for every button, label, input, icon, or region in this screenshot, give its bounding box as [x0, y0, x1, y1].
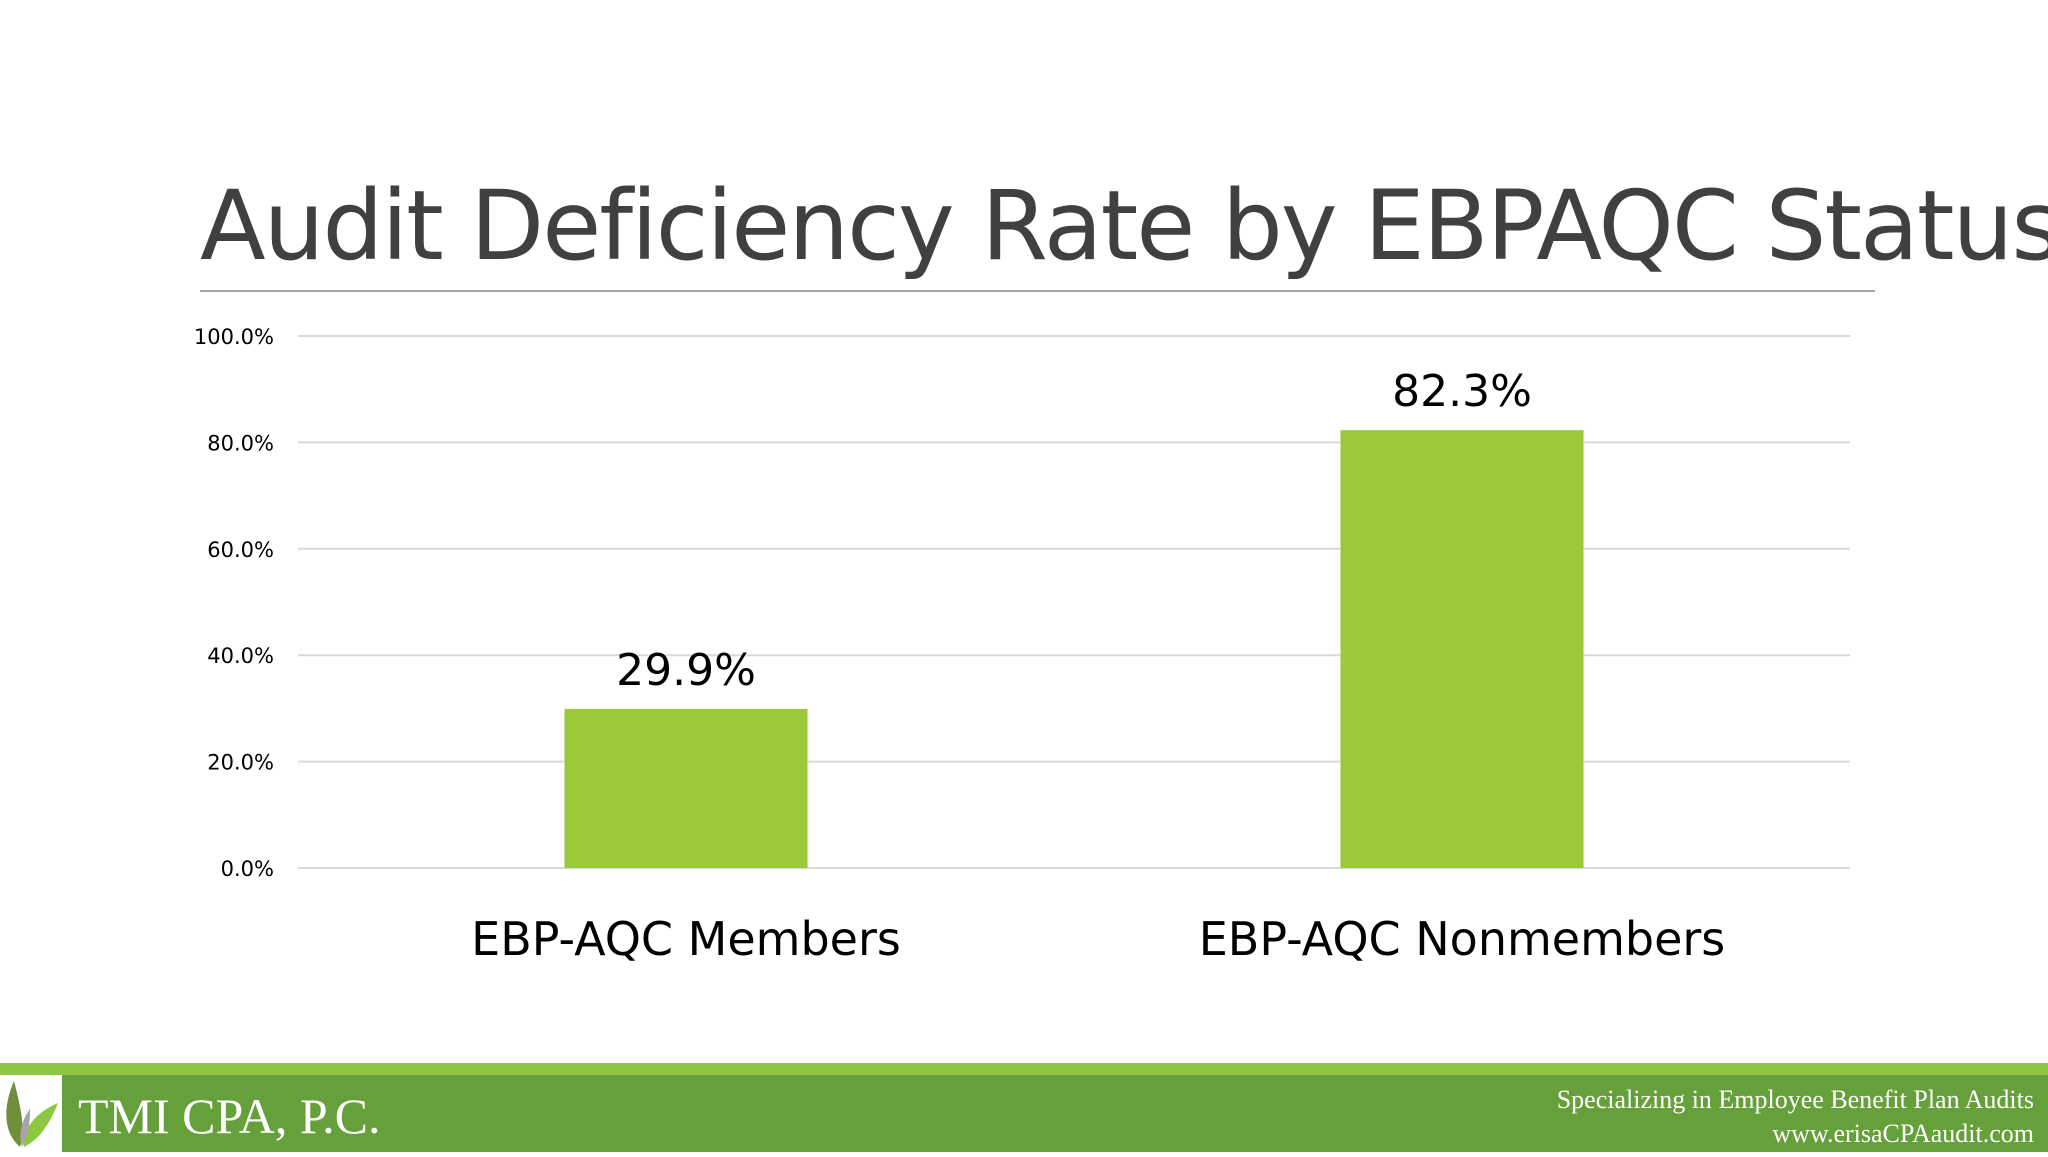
website-link[interactable]: www.erisaCPAaudit.com: [1772, 1119, 2034, 1148]
company-name: TMI CPA, P.C.: [78, 1088, 381, 1144]
bar: [564, 708, 808, 868]
bar: [1340, 430, 1584, 868]
footer-bar: TMI CPA, P.C. Specializing in Employee B…: [0, 1063, 2048, 1152]
x-axis-category-labels: EBP-AQC Members EBP-AQC Nonmembers: [471, 912, 1725, 966]
y-tick-label: 20.0%: [207, 751, 274, 775]
y-tick-label: 40.0%: [207, 644, 274, 668]
y-tick-label: 0.0%: [221, 857, 274, 881]
gridlines: [298, 335, 1850, 869]
data-label: 82.3%: [1392, 366, 1532, 417]
logo-box: [0, 1075, 62, 1152]
x-category-label: EBP-AQC Nonmembers: [1199, 912, 1726, 966]
slide-title: Audit Deficiency Rate by EBPAQC Status: [200, 170, 2048, 282]
tagline-text: Specializing in Employee Benefit Plan Au…: [1556, 1085, 2034, 1114]
y-tick-label: 100.0%: [194, 325, 274, 349]
title-divider: [200, 290, 1875, 292]
leaf-icon: [6, 1081, 58, 1147]
bar-chart: 0.0% 20.0% 40.0% 60.0% 80.0% 100.0% 29.9% 82.3…: [194, 325, 1850, 966]
bars: [564, 430, 1584, 868]
footer-tagline: Specializing in Employee Benefit Plan Au…: [1557, 1083, 2034, 1151]
data-label: 29.9%: [616, 645, 756, 696]
y-axis-tick-labels: 0.0% 20.0% 40.0% 60.0% 80.0% 100.0%: [194, 325, 274, 881]
y-tick-label: 60.0%: [207, 538, 274, 562]
data-labels: 29.9% 82.3%: [616, 366, 1532, 696]
x-category-label: EBP-AQC Members: [471, 912, 901, 966]
y-tick-label: 80.0%: [207, 431, 274, 455]
footer-accent-line: [0, 1063, 2048, 1075]
